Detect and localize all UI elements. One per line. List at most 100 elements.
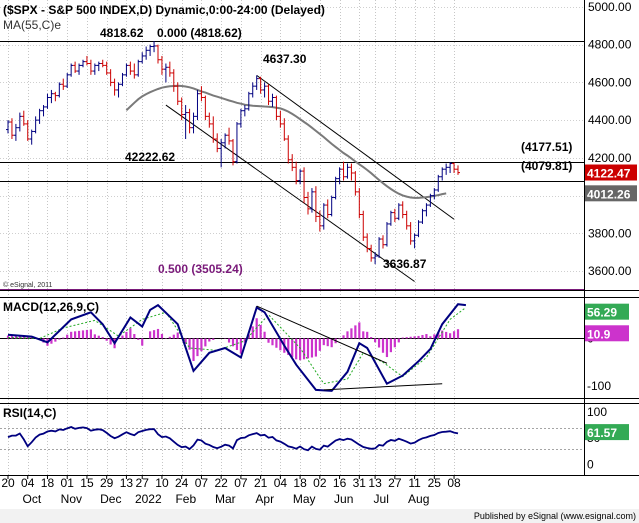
price-bar <box>270 93 275 107</box>
price-bar <box>65 72 70 89</box>
price-bar <box>357 188 362 219</box>
price-bar <box>227 127 232 145</box>
price-bar <box>365 233 370 253</box>
price-bar <box>302 167 307 204</box>
price-bar <box>108 69 113 87</box>
price-tag-label: 4122.47 <box>587 167 631 181</box>
x-tick-day-label: 16 <box>333 476 347 490</box>
price-bar <box>183 105 188 140</box>
price-bar <box>294 161 299 185</box>
price-bar <box>309 188 314 213</box>
price-bar <box>420 208 425 224</box>
x-month-label: Jun <box>334 492 353 506</box>
price-bar <box>432 188 437 200</box>
price-bar <box>128 61 133 75</box>
price-bar <box>286 135 291 164</box>
macd-value-tag-label: 56.29 <box>587 306 617 320</box>
price-bar <box>45 93 50 109</box>
price-bar <box>17 112 22 132</box>
price-tag-box <box>585 164 637 181</box>
fib-50-label: 0.500 (3505.24) <box>158 262 243 276</box>
price-bar <box>148 44 153 56</box>
x-tick-day-label: 18 <box>293 476 307 490</box>
price-bar <box>171 69 176 92</box>
price-bar <box>84 55 89 66</box>
price-bar <box>96 61 101 72</box>
macd-value-tag-label: 10.9 <box>587 327 611 341</box>
price-bar <box>88 59 93 75</box>
x-month-label: Oct <box>23 492 42 506</box>
price-bar <box>388 210 393 226</box>
price-bar <box>452 162 457 173</box>
price-bar <box>361 210 366 241</box>
price-bar <box>61 78 66 90</box>
swing-high-annotation: 4637.30 <box>263 52 307 66</box>
moving-average <box>125 84 447 199</box>
macd-trend-line <box>323 383 443 391</box>
high-annotation: 4818.62 <box>100 26 144 40</box>
x-month-label: Dec <box>100 492 121 506</box>
publisher-credit: Published by eSignal (www.esignal.com) <box>474 511 636 521</box>
price-bar <box>325 199 330 219</box>
x-tick-day-label: 07 <box>234 476 248 490</box>
x-tick-day-label: 24 <box>175 476 189 490</box>
price-bar <box>333 176 338 200</box>
price-bar <box>156 44 160 64</box>
price-bar <box>278 110 283 128</box>
x-tick-day-label: 20 <box>1 476 15 490</box>
price-bar <box>337 167 342 185</box>
rsi-y-tick-label: 100 <box>587 405 607 419</box>
price-bar <box>211 116 216 143</box>
x-tick-day-label: 04 <box>21 476 35 490</box>
price-bar <box>116 82 121 98</box>
x-tick-day-label: 27 <box>136 476 150 490</box>
price-bar <box>231 139 235 166</box>
price-bar <box>428 193 433 207</box>
x-month-label: Mar <box>215 492 236 506</box>
x-tick-day-label: 29 <box>100 476 114 490</box>
x-month-label: Aug <box>408 492 429 506</box>
price-bar <box>199 86 204 102</box>
price-bar <box>254 75 259 90</box>
macd-line <box>7 303 467 392</box>
x-tick-day-label: 27 <box>388 476 402 490</box>
price-y-tick-label: 4200.00 <box>588 151 632 165</box>
price-bar <box>100 59 105 68</box>
price-bar <box>266 84 271 106</box>
price-bar <box>159 55 164 75</box>
price-bar <box>73 61 78 73</box>
price-bar <box>444 163 449 175</box>
macd-label: MACD(12,26,9,C) <box>3 300 99 314</box>
x-tick-day-label: 31 <box>353 476 367 490</box>
price-bar <box>112 78 117 96</box>
x-tick-day-label: 07 <box>195 476 209 490</box>
price-bar <box>329 195 334 217</box>
price-bar <box>6 120 10 134</box>
price-y-tick-label: 3800.00 <box>588 226 632 240</box>
price-bar <box>152 41 157 53</box>
price-y-tick-label: 4800.00 <box>588 38 632 52</box>
x-tick-day-label: 13 <box>368 476 382 490</box>
x-tick-day-label: 15 <box>80 476 94 490</box>
price-bar <box>440 167 445 181</box>
x-tick-day-label: 08 <box>447 476 461 490</box>
price-bar <box>203 95 208 121</box>
price-bar <box>77 63 82 75</box>
time-axis: 20 04 18 01 15 29 13 27 10 24 07 22 07 21 04 18 02 16 31 13… <box>1 475 461 506</box>
price-tags: 4122.47 4012.26 <box>585 164 637 202</box>
price-bar <box>120 72 125 87</box>
macd-signal-line <box>7 307 467 385</box>
x-tick-day-label: 13 <box>120 476 134 490</box>
price-bar <box>392 208 397 223</box>
price-bar <box>404 210 409 230</box>
price-bar <box>179 97 184 121</box>
price-bar <box>53 91 58 102</box>
price-bar <box>238 108 243 128</box>
price-bar <box>416 220 421 238</box>
price-bar <box>29 129 34 145</box>
channel-trend-line <box>256 74 455 220</box>
price-y-tick-label: 3600.00 <box>588 264 632 278</box>
price-bar <box>448 162 453 173</box>
x-tick-day-label: 01 <box>61 476 75 490</box>
